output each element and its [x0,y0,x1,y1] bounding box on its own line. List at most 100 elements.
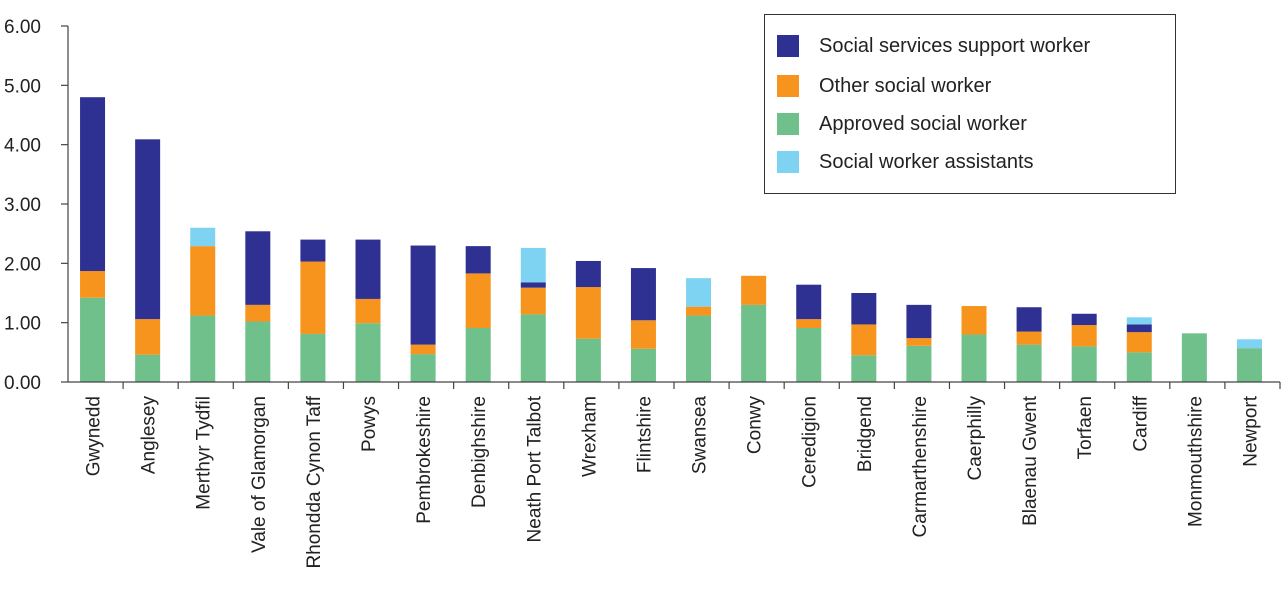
x-category-label: Swansea [690,396,711,475]
bar-segment-approved-social-worker [906,345,932,382]
bar-segment-other-social-worker [245,304,271,322]
legend-swatch-assistants [777,151,799,173]
bar-segment-social-worker-assistants [686,278,712,307]
bar-segment-social-services-support-worker [135,139,161,320]
bar-segment-other-social-worker [686,306,712,316]
bar-segment-approved-social-worker [190,315,216,382]
legend-item-assistants: Social worker assistants [777,149,1034,175]
legend-label-other-social-worker: Other social worker [819,74,992,97]
x-category-label: Bridgend [855,396,876,472]
x-category-label: Blaenau Gwent [1020,395,1041,526]
y-tick-label: 3.00 [4,195,41,216]
bar-segment-approved-social-worker [300,333,326,382]
bar-segment-social-services-support-worker [245,231,271,305]
legend-swatch-support-worker [777,35,799,57]
bar-segment-approved-social-worker [630,348,656,382]
bar-segment-other-social-worker [575,287,601,339]
bar-segment-approved-social-worker [796,328,822,382]
x-category-label: Wrexham [579,396,600,477]
x-category-label: Rhondda Cynon Taff [304,395,325,568]
y-tick-label: 4.00 [4,136,41,157]
bar-segment-social-services-support-worker [80,97,106,272]
legend: Social services support worker Other soc… [764,14,1176,194]
y-tick-label: 1.00 [4,314,41,335]
x-category-label: Caerphilly [965,396,986,481]
bar-segment-social-services-support-worker [630,268,656,321]
bar-segment-approved-social-worker [245,321,271,382]
x-category-label: Merthyr Tydfil [194,396,215,510]
bar-segment-other-social-worker [135,319,161,355]
y-axis: 0.00 1.00 2.00 3.00 4.00 5.00 6.00 [4,17,69,394]
bar-segment-approved-social-worker [686,315,712,382]
bar-segment-social-services-support-worker [906,304,932,339]
legend-item-other-social-worker: Other social worker [777,73,991,99]
y-tick-label: 6.00 [4,17,41,38]
bar-segment-social-services-support-worker [520,282,546,288]
bar-segment-other-social-worker [1126,332,1152,353]
legend-swatch-approved-social-worker [777,113,799,135]
y-tick-label: 2.00 [4,254,41,275]
x-category-label: Carmarthenshire [910,396,931,538]
bar-segment-other-social-worker [355,298,381,324]
y-tick-label: 5.00 [4,76,41,97]
bar-segment-social-services-support-worker [1126,324,1152,333]
bar-segment-social-services-support-worker [465,246,491,274]
legend-item-approved-social-worker: Approved social worker [777,111,1027,137]
bar-segment-other-social-worker [851,324,877,356]
bar-segment-social-services-support-worker [796,284,822,320]
bars [80,97,1262,382]
bar-segment-social-services-support-worker [1016,307,1042,332]
bar-segment-approved-social-worker [1126,352,1152,382]
bar-segment-approved-social-worker [355,323,381,382]
x-category-label: Powys [359,396,380,452]
x-category-label: Cardiff [1130,395,1151,451]
x-category-label: Torfaen [1075,396,1096,459]
bar-segment-social-services-support-worker [355,239,381,299]
x-category-label: Denbighshire [469,396,490,508]
legend-swatch-other-social-worker [777,75,799,97]
x-category-label: Ceredigion [800,396,821,488]
bar-segment-other-social-worker [1016,331,1042,345]
bar-segment-social-services-support-worker [410,245,436,345]
bar-segment-approved-social-worker [80,297,106,382]
bar-segment-approved-social-worker [135,354,161,382]
bar-segment-other-social-worker [906,338,932,346]
bar-segment-other-social-worker [961,306,987,335]
y-tick-label: 0.00 [4,373,41,394]
bar-segment-approved-social-worker [465,328,491,382]
bar-segment-social-services-support-worker [575,260,601,288]
bar-segment-approved-social-worker [575,338,601,382]
bar-segment-other-social-worker [300,261,326,334]
bar-segment-other-social-worker [520,287,546,315]
bar-segment-approved-social-worker [520,314,546,382]
legend-label-support-worker: Social services support worker [819,34,1091,57]
x-category-label: Anglesey [139,396,160,475]
bar-segment-approved-social-worker [1071,346,1097,382]
bar-segment-approved-social-worker [851,355,877,382]
x-category-label: Flintshire [634,396,655,473]
x-category-label: Vale of Glamorgan [249,396,270,553]
x-category-label: Monmouthshire [1185,396,1206,527]
bar-segment-approved-social-worker [961,334,987,382]
bar-segment-social-worker-assistants [190,227,216,247]
x-category-label: Neath Port Talbot [524,395,545,542]
legend-label-approved-social-worker: Approved social worker [819,112,1027,135]
bar-segment-approved-social-worker [410,354,436,382]
bar-segment-other-social-worker [741,275,767,305]
bar-segment-social-services-support-worker [1071,313,1097,326]
bar-segment-social-worker-assistants [520,247,546,283]
bar-segment-other-social-worker [465,273,491,329]
legend-item-support-worker: Social services support worker [777,33,1090,59]
x-category-label: Gwynedd [84,396,105,476]
bar-segment-social-worker-assistants [1126,317,1152,325]
x-axis: Gwynedd Anglesey Merthyr Tydfil Vale of Gla… [68,381,1281,569]
bar-segment-other-social-worker [190,246,216,316]
bar-segment-other-social-worker [80,271,106,298]
bar-segment-social-services-support-worker [300,239,326,262]
legend-label-assistants: Social worker assistants [819,150,1034,173]
x-category-label: Newport [1240,395,1261,466]
x-category-label: Conwy [745,396,766,455]
bar-segment-social-worker-assistants [1236,339,1262,349]
bar-segment-approved-social-worker [1016,344,1042,382]
